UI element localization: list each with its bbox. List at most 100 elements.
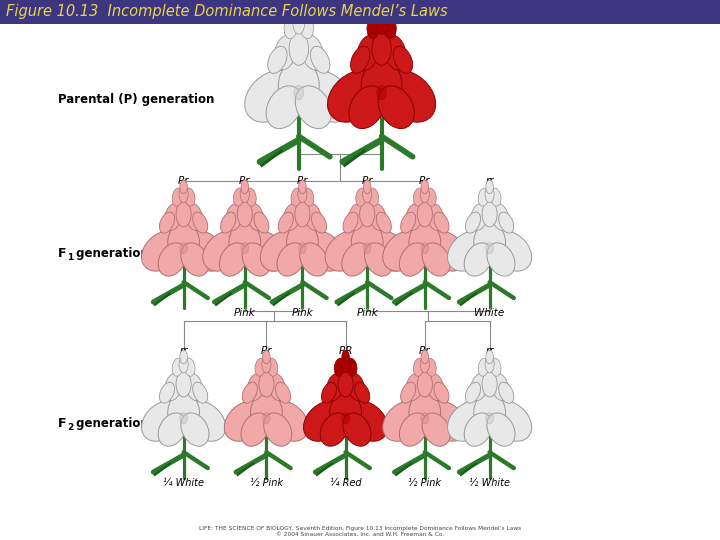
Ellipse shape xyxy=(421,413,428,424)
Ellipse shape xyxy=(492,204,509,231)
Ellipse shape xyxy=(420,186,429,202)
Ellipse shape xyxy=(268,46,287,73)
Ellipse shape xyxy=(240,186,249,202)
Ellipse shape xyxy=(342,413,349,424)
Text: 1: 1 xyxy=(67,253,73,261)
Ellipse shape xyxy=(425,401,467,441)
Ellipse shape xyxy=(474,222,505,262)
Ellipse shape xyxy=(220,243,248,276)
Ellipse shape xyxy=(181,243,209,276)
Ellipse shape xyxy=(499,382,514,403)
Ellipse shape xyxy=(426,188,436,206)
Ellipse shape xyxy=(369,204,387,231)
Ellipse shape xyxy=(342,350,349,364)
Ellipse shape xyxy=(229,222,261,262)
Ellipse shape xyxy=(474,393,505,433)
Ellipse shape xyxy=(427,204,444,231)
Ellipse shape xyxy=(346,358,357,376)
Ellipse shape xyxy=(277,243,305,276)
Text: LIFE: THE SCIENCE OF BIOLOGY, Seventh Edition, Figure 10.13 Incomplete Dominance: LIFE: THE SCIENCE OF BIOLOGY, Seventh Ed… xyxy=(199,525,521,531)
Ellipse shape xyxy=(421,242,428,254)
Ellipse shape xyxy=(487,413,515,446)
Ellipse shape xyxy=(422,413,450,446)
Ellipse shape xyxy=(343,413,371,446)
Ellipse shape xyxy=(376,12,387,35)
Ellipse shape xyxy=(305,204,322,231)
Ellipse shape xyxy=(255,358,266,376)
Ellipse shape xyxy=(490,188,501,206)
Ellipse shape xyxy=(384,35,406,70)
Text: rr: rr xyxy=(485,176,494,186)
Text: White: White xyxy=(284,31,314,42)
Text: © 2004 Sinauer Associates, Inc. and W.H. Freeman & Co.: © 2004 Sinauer Associates, Inc. and W.H.… xyxy=(276,532,444,537)
Ellipse shape xyxy=(304,401,346,441)
Ellipse shape xyxy=(266,401,308,441)
Ellipse shape xyxy=(180,180,187,194)
Ellipse shape xyxy=(367,231,409,271)
Ellipse shape xyxy=(368,188,379,206)
Ellipse shape xyxy=(225,401,266,441)
Ellipse shape xyxy=(490,358,501,376)
Text: Rr: Rr xyxy=(419,176,431,186)
Ellipse shape xyxy=(179,356,188,373)
Ellipse shape xyxy=(245,231,287,271)
Ellipse shape xyxy=(284,15,298,39)
Ellipse shape xyxy=(355,382,370,403)
Text: ½ Pink: ½ Pink xyxy=(250,478,283,488)
Ellipse shape xyxy=(448,401,490,441)
Ellipse shape xyxy=(302,231,344,271)
Text: rr: rr xyxy=(294,24,303,34)
Ellipse shape xyxy=(186,204,203,231)
Text: White: White xyxy=(474,308,505,318)
Ellipse shape xyxy=(349,86,385,129)
Text: Red: Red xyxy=(372,31,392,42)
Ellipse shape xyxy=(180,242,187,254)
Ellipse shape xyxy=(482,201,498,227)
Text: rr: rr xyxy=(485,346,494,356)
Ellipse shape xyxy=(302,35,323,70)
Text: Rr: Rr xyxy=(361,176,373,186)
Ellipse shape xyxy=(294,85,304,100)
Ellipse shape xyxy=(180,350,187,364)
Ellipse shape xyxy=(241,242,248,254)
Ellipse shape xyxy=(464,243,492,276)
Ellipse shape xyxy=(287,222,318,262)
Text: Rr: Rr xyxy=(239,176,251,186)
Ellipse shape xyxy=(377,5,387,23)
Ellipse shape xyxy=(486,180,493,194)
Text: RR: RR xyxy=(374,24,390,34)
Ellipse shape xyxy=(293,12,305,35)
Ellipse shape xyxy=(464,413,492,446)
Ellipse shape xyxy=(425,231,467,271)
Ellipse shape xyxy=(233,188,244,206)
Ellipse shape xyxy=(184,231,225,271)
Text: Pink: Pink xyxy=(356,308,378,318)
Ellipse shape xyxy=(382,15,396,39)
Ellipse shape xyxy=(363,186,372,202)
Ellipse shape xyxy=(377,85,387,100)
Ellipse shape xyxy=(470,374,487,401)
Ellipse shape xyxy=(242,382,257,403)
Ellipse shape xyxy=(377,212,392,233)
Ellipse shape xyxy=(300,243,328,276)
Ellipse shape xyxy=(372,32,392,65)
Text: Rr: Rr xyxy=(297,176,308,186)
Ellipse shape xyxy=(259,372,274,397)
Ellipse shape xyxy=(263,413,270,424)
Ellipse shape xyxy=(342,243,370,276)
Ellipse shape xyxy=(179,186,188,202)
Ellipse shape xyxy=(343,212,358,233)
Ellipse shape xyxy=(159,382,174,403)
Ellipse shape xyxy=(338,372,353,397)
Text: Figure 10.13  Incomplete Dominance Follows Mendel’s Laws: Figure 10.13 Incomplete Dominance Follow… xyxy=(6,4,447,19)
Ellipse shape xyxy=(367,15,381,39)
Ellipse shape xyxy=(181,413,209,446)
Ellipse shape xyxy=(434,382,449,403)
Ellipse shape xyxy=(193,382,208,403)
Ellipse shape xyxy=(241,413,269,446)
Ellipse shape xyxy=(478,188,489,206)
Ellipse shape xyxy=(176,201,192,227)
Text: generation: generation xyxy=(72,247,149,260)
Ellipse shape xyxy=(448,231,490,271)
Ellipse shape xyxy=(241,180,248,194)
